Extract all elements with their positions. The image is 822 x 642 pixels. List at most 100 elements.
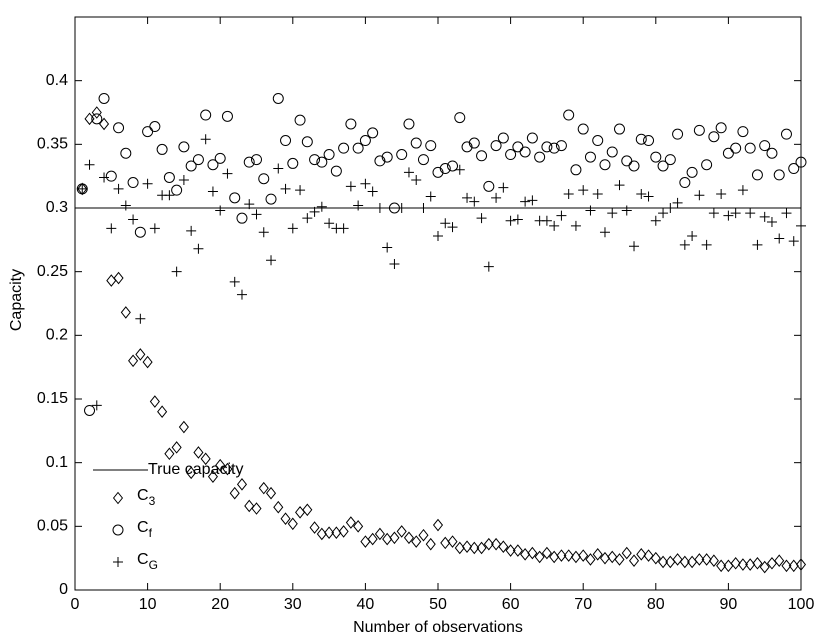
plus-marker [701, 239, 712, 250]
circle-marker [127, 177, 139, 189]
plus-marker [578, 185, 589, 196]
circle-marker [483, 180, 495, 192]
diamond-marker [367, 532, 378, 546]
diamond-marker [621, 546, 632, 560]
plus-marker [621, 205, 632, 216]
circle-marker [679, 177, 691, 189]
plus-marker [120, 200, 131, 211]
circle-marker [519, 146, 531, 158]
circle-marker [403, 118, 415, 130]
circle-marker [251, 154, 262, 166]
circle-marker [425, 140, 437, 152]
circle-marker [701, 159, 713, 171]
diamond-marker [556, 549, 567, 562]
circle-marker [105, 170, 117, 182]
diamond-marker [324, 526, 335, 540]
plus-marker [316, 201, 327, 212]
diamond-marker [265, 486, 277, 500]
circle-marker [265, 193, 277, 205]
diamond-marker [774, 554, 785, 568]
diamond-marker [512, 544, 523, 557]
diamond-marker [222, 462, 233, 476]
legend-label: True capacity [148, 461, 243, 478]
diamond-marker [207, 470, 218, 483]
diamond-marker [418, 528, 429, 542]
plus-marker [273, 163, 284, 174]
plus-marker [149, 223, 160, 234]
plus-marker [287, 223, 298, 234]
diamond-marker [752, 556, 763, 570]
circle-marker [323, 149, 335, 161]
circle-marker [476, 150, 488, 162]
diamond-marker [186, 466, 197, 480]
plus-marker [447, 222, 458, 233]
diamond-marker [541, 546, 552, 560]
diamond-marker [716, 559, 727, 573]
diamond-marker [701, 553, 712, 566]
circle-marker [142, 126, 154, 138]
plus-marker [440, 218, 451, 229]
diamond-marker [708, 554, 719, 568]
y-tick-label: 0 [59, 581, 68, 598]
circle-marker [780, 128, 792, 140]
plus-marker [730, 208, 741, 219]
circle-marker [91, 113, 103, 125]
plus-marker [374, 203, 385, 213]
plus-marker [498, 182, 509, 193]
diamond-marker [149, 395, 160, 408]
plus-marker [476, 213, 487, 224]
diamond-marker [345, 516, 356, 529]
plus-marker [418, 203, 429, 213]
plus-marker [454, 164, 465, 175]
circle-marker [621, 155, 633, 167]
diamond-marker [781, 559, 792, 573]
plus-marker [295, 185, 306, 196]
plus-marker [694, 190, 705, 201]
circle-marker [664, 154, 676, 166]
circle-marker [672, 128, 684, 140]
diamond-marker [236, 478, 248, 491]
plus-marker [433, 231, 443, 242]
circle-marker [112, 524, 124, 536]
circle-marker [570, 164, 582, 176]
circle-marker [98, 92, 110, 104]
diamond-marker [658, 555, 669, 569]
diamond-marker [120, 306, 131, 319]
plus-marker [345, 181, 356, 192]
diamond-marker [607, 550, 618, 564]
diamond-marker [491, 537, 502, 551]
plus-marker [382, 242, 393, 253]
x-tick-label: 70 [574, 596, 592, 613]
circle-marker [599, 159, 611, 171]
diamond-marker [178, 420, 189, 434]
plus-marker [91, 400, 102, 411]
plus-marker [367, 186, 378, 197]
plus-marker [505, 215, 516, 226]
x-tick-label: 50 [429, 596, 447, 613]
plus-marker [708, 208, 719, 219]
plus-marker [425, 191, 436, 202]
plus-marker [520, 196, 531, 207]
plus-marker [236, 289, 247, 300]
circle-marker [207, 159, 219, 171]
diamond-marker [171, 441, 182, 454]
diamond-marker [309, 521, 320, 534]
circle-marker [439, 163, 451, 175]
plus-marker [77, 183, 88, 194]
plus-marker [599, 227, 610, 238]
circle-marker [788, 163, 800, 175]
circle-marker [584, 151, 596, 163]
circle-marker [185, 160, 197, 172]
circle-marker [163, 171, 175, 183]
circle-marker [352, 142, 364, 154]
circle-marker [221, 110, 233, 122]
diamond-marker [280, 512, 291, 525]
diamond-marker [737, 558, 748, 571]
x-tick-label: 10 [139, 596, 157, 613]
x-tick-label: 30 [284, 596, 302, 613]
plus-marker [302, 213, 313, 224]
plus-marker [766, 217, 777, 228]
circle-marker [330, 165, 342, 177]
